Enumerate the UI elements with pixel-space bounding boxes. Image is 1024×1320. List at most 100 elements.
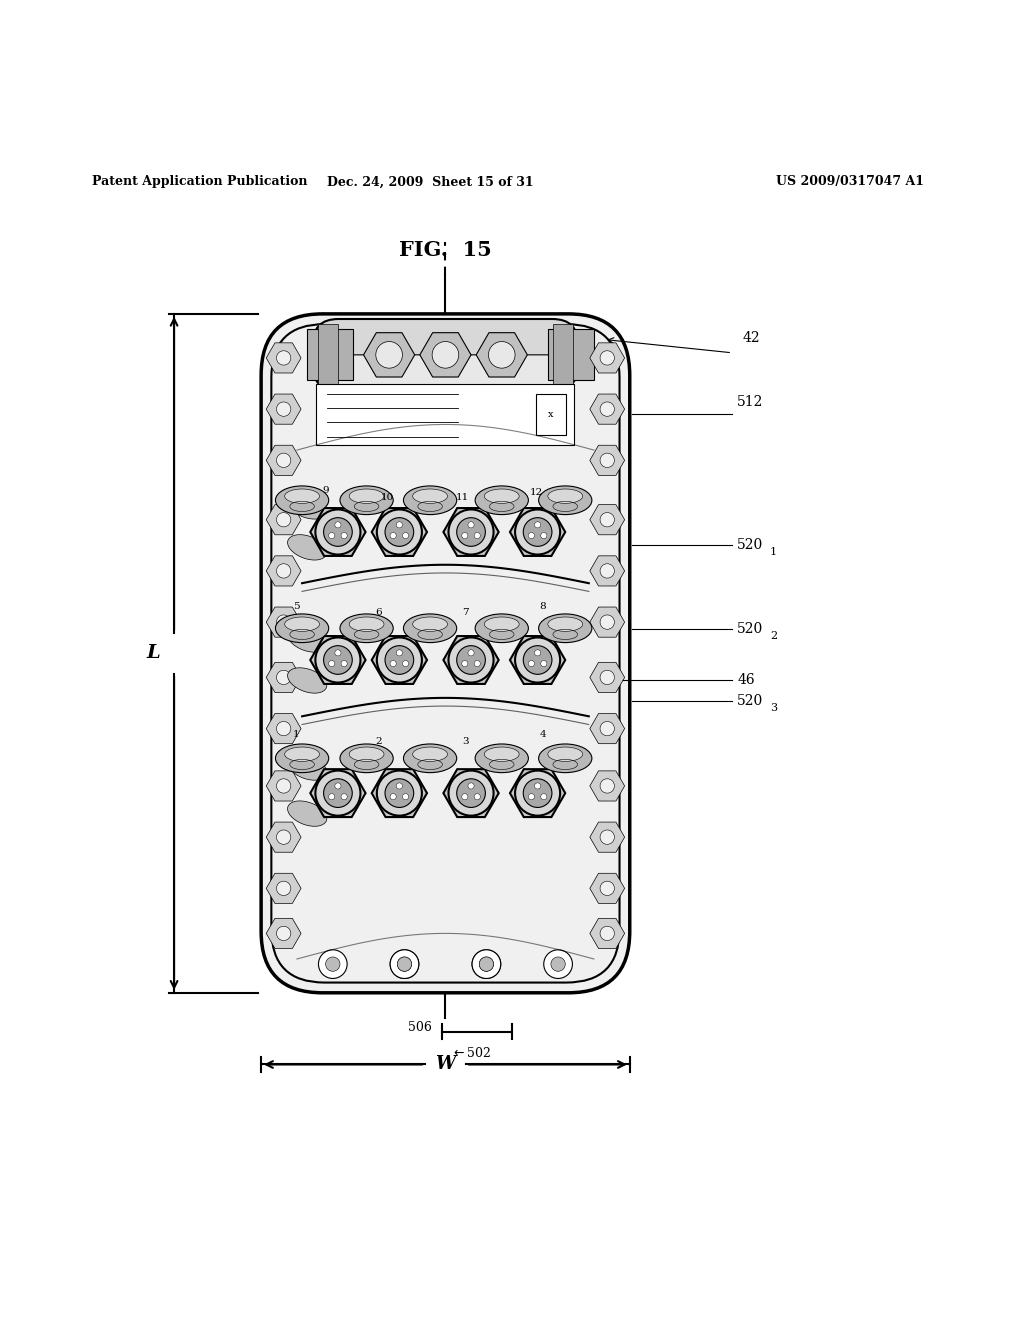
Circle shape — [541, 793, 547, 800]
Circle shape — [523, 517, 552, 546]
Circle shape — [341, 660, 347, 667]
Circle shape — [276, 671, 291, 685]
Text: 2: 2 — [770, 631, 777, 642]
Circle shape — [600, 671, 614, 685]
Circle shape — [385, 645, 414, 675]
Circle shape — [377, 638, 422, 682]
FancyBboxPatch shape — [261, 314, 630, 993]
Text: 520: 520 — [737, 622, 764, 636]
Circle shape — [462, 793, 468, 800]
Circle shape — [329, 660, 335, 667]
Text: US 2009/0317047 A1: US 2009/0317047 A1 — [776, 176, 924, 189]
Text: 1: 1 — [770, 548, 777, 557]
Circle shape — [276, 830, 291, 845]
Circle shape — [535, 521, 541, 528]
Circle shape — [335, 783, 341, 789]
Text: $\leftarrow$502: $\leftarrow$502 — [451, 1045, 490, 1060]
Text: 2: 2 — [376, 738, 382, 746]
Circle shape — [488, 342, 515, 368]
Circle shape — [472, 950, 501, 978]
Circle shape — [402, 532, 409, 539]
Text: 8: 8 — [540, 602, 546, 611]
Circle shape — [551, 957, 565, 972]
Ellipse shape — [285, 747, 319, 762]
Bar — [553, 325, 573, 385]
Circle shape — [276, 564, 291, 578]
Circle shape — [324, 779, 352, 808]
Circle shape — [528, 660, 535, 667]
Ellipse shape — [340, 744, 393, 772]
Ellipse shape — [539, 744, 592, 772]
Text: x: x — [548, 409, 554, 418]
Circle shape — [324, 645, 352, 675]
Circle shape — [397, 957, 412, 972]
Circle shape — [341, 532, 347, 539]
Text: 520: 520 — [737, 694, 764, 708]
Text: FIG.  15: FIG. 15 — [399, 240, 492, 260]
Text: 9: 9 — [323, 486, 329, 495]
Circle shape — [515, 510, 560, 554]
Text: 504: 504 — [485, 321, 512, 334]
Circle shape — [515, 771, 560, 816]
Circle shape — [276, 512, 291, 527]
Circle shape — [462, 660, 468, 667]
Text: W: W — [435, 1056, 456, 1073]
Circle shape — [324, 517, 352, 546]
Circle shape — [600, 564, 614, 578]
Circle shape — [396, 521, 402, 528]
Ellipse shape — [288, 755, 327, 780]
Circle shape — [377, 771, 422, 816]
Circle shape — [390, 793, 396, 800]
FancyBboxPatch shape — [312, 319, 579, 391]
Circle shape — [276, 882, 291, 895]
Circle shape — [535, 649, 541, 656]
Circle shape — [541, 532, 547, 539]
Circle shape — [390, 950, 419, 978]
Ellipse shape — [275, 486, 329, 515]
Ellipse shape — [288, 627, 327, 652]
Circle shape — [390, 950, 419, 978]
Circle shape — [385, 517, 414, 546]
Bar — [307, 329, 353, 380]
Text: 6: 6 — [376, 609, 382, 618]
Circle shape — [600, 403, 614, 416]
Ellipse shape — [413, 616, 447, 631]
Circle shape — [457, 779, 485, 808]
Circle shape — [600, 779, 614, 793]
Circle shape — [402, 793, 409, 800]
Ellipse shape — [539, 614, 592, 643]
Circle shape — [479, 957, 494, 972]
Circle shape — [600, 453, 614, 467]
Circle shape — [474, 793, 480, 800]
Text: Dec. 24, 2009  Sheet 15 of 31: Dec. 24, 2009 Sheet 15 of 31 — [327, 176, 534, 189]
Ellipse shape — [484, 616, 519, 631]
Circle shape — [474, 532, 480, 539]
Text: 506: 506 — [408, 1022, 432, 1035]
Text: 520: 520 — [737, 539, 764, 552]
Ellipse shape — [475, 486, 528, 515]
Circle shape — [318, 950, 347, 978]
Text: 10: 10 — [381, 492, 393, 502]
Circle shape — [474, 660, 480, 667]
Ellipse shape — [413, 488, 447, 503]
Circle shape — [479, 957, 494, 972]
FancyBboxPatch shape — [326, 355, 565, 385]
Circle shape — [468, 521, 474, 528]
Ellipse shape — [475, 614, 528, 643]
Text: 42: 42 — [742, 330, 760, 345]
Circle shape — [600, 882, 614, 895]
Text: Patent Application Publication: Patent Application Publication — [92, 176, 307, 189]
Text: 3: 3 — [463, 738, 469, 746]
Bar — [548, 329, 594, 380]
Ellipse shape — [288, 535, 327, 560]
Ellipse shape — [475, 744, 528, 772]
Circle shape — [523, 645, 552, 675]
Ellipse shape — [275, 614, 329, 643]
Ellipse shape — [349, 488, 384, 503]
Circle shape — [390, 660, 396, 667]
Ellipse shape — [288, 494, 327, 519]
Circle shape — [457, 645, 485, 675]
Text: 3: 3 — [770, 704, 777, 713]
Circle shape — [600, 512, 614, 527]
Circle shape — [377, 510, 422, 554]
